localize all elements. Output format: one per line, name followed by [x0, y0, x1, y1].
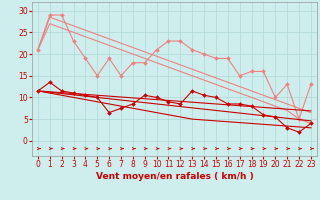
X-axis label: Vent moyen/en rafales ( km/h ): Vent moyen/en rafales ( km/h ): [96, 172, 253, 181]
